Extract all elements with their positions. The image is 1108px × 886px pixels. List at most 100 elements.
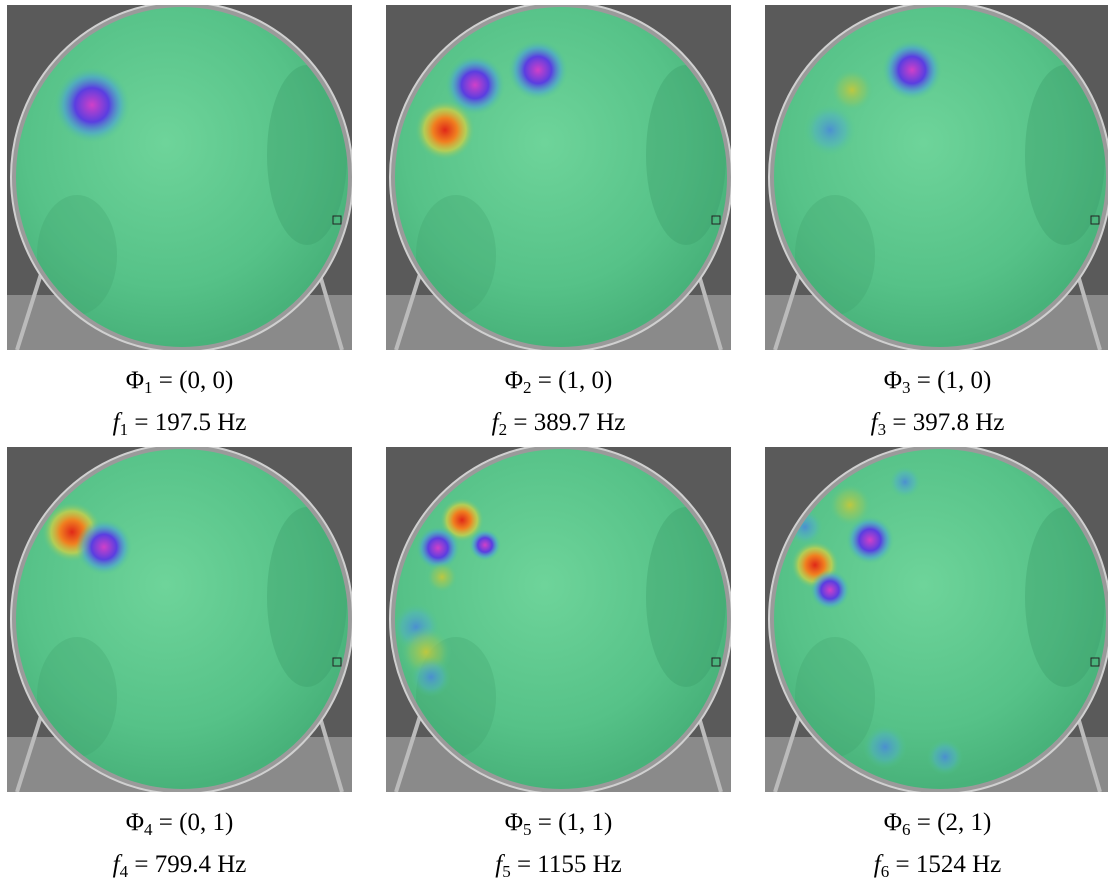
blob — [445, 55, 505, 115]
caption-base: Φ — [125, 809, 145, 836]
panel: Φ4 = (0, 1) f4 = 799.4 Hz — [7, 447, 352, 886]
blob — [804, 104, 856, 156]
caption-base: Φ — [504, 809, 524, 836]
blob — [889, 466, 921, 498]
caption-base: Φ — [883, 809, 903, 836]
shade — [37, 637, 117, 757]
blob — [863, 725, 907, 769]
caption-base: f — [495, 851, 503, 878]
blob — [846, 516, 894, 564]
caption-line: f1 = 197.5 Hz — [7, 402, 352, 444]
caption-rest: = (1, 0) — [531, 367, 613, 394]
caption-sub: 6 — [902, 820, 911, 839]
caption-line: Φ3 = (1, 0) — [765, 360, 1108, 402]
blob — [810, 570, 850, 610]
panel: Φ2 = (1, 0) f2 = 389.7 Hz — [386, 5, 731, 444]
shade — [416, 195, 496, 315]
caption-line: Φ4 = (0, 1) — [7, 802, 352, 844]
caption-rest: = 1524 Hz — [889, 851, 1002, 878]
caption-base: Φ — [883, 367, 903, 394]
blob — [426, 561, 458, 593]
panel: Φ1 = (0, 0) f1 = 197.5 Hz — [7, 5, 352, 444]
caption-sub: 5 — [523, 820, 532, 839]
caption-line: f5 = 1155 Hz — [386, 844, 731, 886]
caption-line: Φ2 = (1, 0) — [386, 360, 731, 402]
blob — [416, 526, 460, 570]
shade — [795, 195, 875, 315]
caption-sub: 1 — [119, 420, 129, 439]
caption-sub: 4 — [119, 862, 129, 881]
blob — [882, 40, 942, 100]
shade — [267, 507, 347, 687]
mode-shape — [787, 466, 1105, 775]
mode-image — [765, 447, 1108, 792]
caption-rest: = (0, 0) — [152, 367, 234, 394]
shade — [267, 65, 347, 245]
caption-sub: 1 — [144, 378, 153, 397]
blob — [927, 739, 963, 775]
caption-line: f4 = 799.4 Hz — [7, 844, 352, 886]
caption-line: f2 = 389.7 Hz — [386, 402, 731, 444]
caption-rest: = (2, 1) — [910, 809, 992, 836]
blob — [76, 519, 132, 575]
blob — [469, 529, 501, 561]
caption-base: Φ — [504, 367, 524, 394]
marker — [332, 215, 342, 225]
marker — [1090, 215, 1100, 225]
marker — [1090, 657, 1100, 667]
mode-image — [386, 447, 731, 792]
caption-line: Φ6 = (2, 1) — [765, 802, 1108, 844]
panel: Φ6 = (2, 1) f6 = 1524 Hz — [765, 447, 1108, 886]
caption-sub: 5 — [502, 862, 511, 881]
caption-base: f — [870, 409, 878, 436]
caption-base: f — [491, 409, 499, 436]
mode-shape — [395, 498, 726, 757]
caption-line: Φ5 = (1, 1) — [386, 802, 731, 844]
mode-image — [7, 447, 352, 792]
blob — [830, 68, 874, 112]
shade — [1025, 65, 1105, 245]
caption-line: f3 = 397.8 Hz — [765, 402, 1108, 444]
mode-image — [386, 5, 731, 350]
caption-rest: = 197.5 Hz — [128, 409, 247, 436]
blob — [828, 483, 872, 527]
shade — [646, 507, 726, 687]
blob — [415, 100, 475, 160]
caption-rest: = (1, 1) — [531, 809, 613, 836]
mode-shape — [415, 40, 726, 315]
mode-shape — [795, 40, 1105, 315]
caption-sub: 6 — [880, 862, 890, 881]
caption-sub: 3 — [902, 378, 911, 397]
caption-base: f — [112, 851, 120, 878]
caption-base: f — [112, 409, 120, 436]
shade — [795, 637, 875, 757]
shade — [646, 65, 726, 245]
caption-rest: = 389.7 Hz — [507, 409, 626, 436]
caption-rest: = 397.8 Hz — [886, 409, 1005, 436]
caption-line: f6 = 1524 Hz — [765, 844, 1108, 886]
caption-rest: = (0, 1) — [152, 809, 234, 836]
blob — [411, 657, 451, 697]
caption-line: Φ1 = (0, 0) — [7, 360, 352, 402]
panel: Φ3 = (1, 0) f3 = 397.8 Hz — [765, 5, 1108, 444]
marker — [711, 215, 721, 225]
caption-sub: 3 — [877, 420, 887, 439]
caption-base: Φ — [125, 367, 145, 394]
caption-sub: 2 — [498, 420, 508, 439]
shade — [1025, 507, 1105, 687]
caption-rest: = 1155 Hz — [510, 851, 622, 878]
mode-shape — [37, 502, 347, 757]
mode-image — [7, 5, 352, 350]
caption-sub: 2 — [523, 378, 532, 397]
blob — [508, 40, 568, 100]
marker — [332, 657, 342, 667]
marker — [711, 657, 721, 667]
mode-image — [765, 5, 1108, 350]
caption-rest: = (1, 0) — [910, 367, 992, 394]
mode-shape — [37, 65, 347, 315]
caption-base: f — [873, 851, 881, 878]
shade — [37, 195, 117, 315]
blob — [54, 67, 130, 143]
caption-rest: = 799.4 Hz — [128, 851, 247, 878]
